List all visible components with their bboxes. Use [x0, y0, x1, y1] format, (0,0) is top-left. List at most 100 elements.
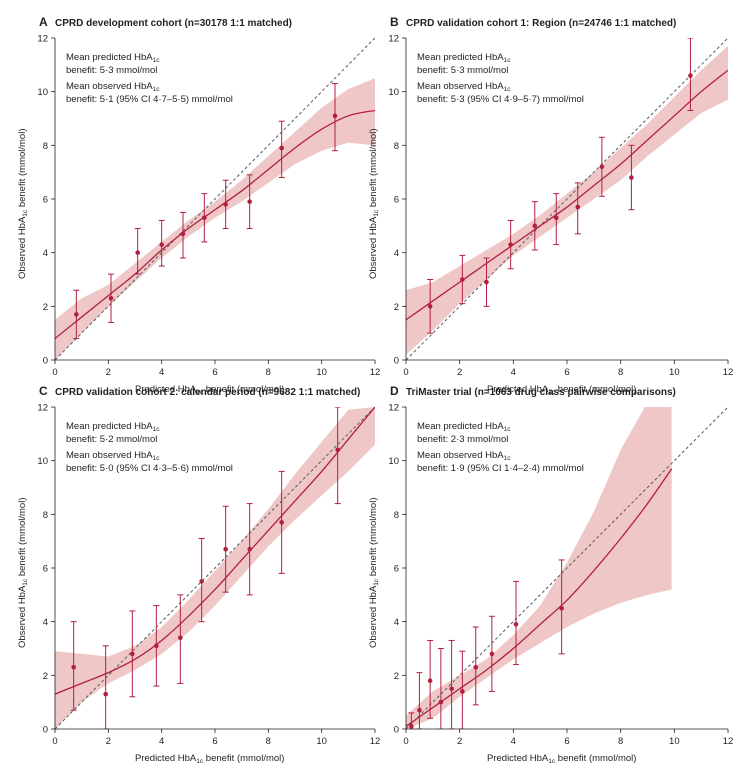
- data-point-group: [472, 626, 479, 706]
- plot-area: [55, 407, 375, 729]
- data-point-group: [483, 257, 490, 307]
- x-axis-label: Predicted HbA1c benefit (mmol/mol): [135, 384, 284, 396]
- y-tick-label: 8: [394, 141, 399, 152]
- data-point-group: [558, 559, 565, 655]
- confidence-band: [55, 78, 375, 360]
- y-tick-label: 4: [43, 617, 48, 628]
- reference-line: [406, 407, 728, 729]
- y-tick-label: 10: [388, 87, 399, 98]
- x-tick-label: 12: [723, 736, 734, 747]
- data-point: [247, 546, 252, 552]
- data-point-group: [108, 273, 114, 323]
- reference-line: [55, 407, 375, 729]
- data-point: [629, 175, 634, 180]
- y-tick-label: 0: [43, 725, 48, 736]
- x-tick-label: 4: [511, 367, 516, 378]
- confidence-band: [406, 46, 728, 355]
- reference-line: [55, 38, 375, 360]
- data-point-group: [222, 179, 229, 230]
- reference-line: [406, 38, 728, 360]
- y-axis-label: Observed HbA1c benefit (mmol/mol): [17, 498, 29, 649]
- panel-title: CPRD validation cohort 2: calendar perio…: [55, 387, 360, 398]
- annotation-observed-label: Mean observed HbA1c: [66, 81, 160, 93]
- confidence-band: [406, 407, 672, 729]
- x-tick-label: 8: [618, 736, 623, 747]
- annotation-predicted-label: Mean predicted HbA1c: [417, 52, 511, 64]
- y-tick-label: 10: [37, 456, 48, 467]
- y-axis-label: Observed HbA1c benefit (mmol/mol): [368, 498, 380, 649]
- data-point: [473, 664, 479, 670]
- y-tick-label: 12: [388, 403, 399, 414]
- data-point: [599, 164, 605, 170]
- data-point: [130, 651, 135, 657]
- data-point: [159, 242, 164, 247]
- data-point: [279, 145, 284, 151]
- data-point-group: [334, 407, 341, 505]
- x-tick-label: 6: [212, 736, 217, 747]
- data-point-group: [246, 174, 253, 230]
- data-point-group: [687, 38, 694, 111]
- x-tick-label: 12: [370, 736, 381, 747]
- data-point: [279, 520, 284, 525]
- data-point: [74, 312, 79, 317]
- data-point: [202, 215, 207, 221]
- data-point-group: [153, 605, 160, 687]
- annotation-observed-label: Mean observed HbA1c: [417, 450, 511, 462]
- annotation-predicted-value: benefit: 2·3 mmol/mol: [417, 434, 508, 445]
- data-point-group: [201, 193, 208, 243]
- y-tick-label: 10: [388, 456, 399, 467]
- data-point-group: [427, 639, 434, 719]
- y-tick-label: 8: [43, 510, 48, 521]
- annotation-observed-value: benefit: 5·0 (95% CI 4·3–5·6) mmol/mol: [66, 463, 233, 474]
- data-point: [688, 73, 693, 78]
- data-point-group: [416, 672, 423, 729]
- data-point: [438, 699, 444, 705]
- x-tick-label: 10: [669, 367, 680, 378]
- data-point-group: [459, 254, 466, 305]
- data-point: [427, 678, 433, 683]
- x-tick-label: 0: [403, 736, 408, 747]
- y-tick-label: 2: [394, 671, 399, 682]
- data-point-group: [507, 219, 514, 270]
- data-point: [135, 250, 140, 255]
- data-point: [409, 724, 414, 729]
- y-tick-label: 12: [388, 34, 399, 45]
- y-tick-label: 4: [394, 248, 399, 259]
- x-tick-label: 8: [618, 367, 623, 378]
- y-tick-label: 2: [43, 302, 48, 313]
- x-tick-label: 6: [564, 736, 569, 747]
- x-tick-label: 10: [316, 736, 327, 747]
- y-tick-label: 6: [43, 195, 48, 206]
- data-point: [559, 605, 564, 611]
- y-tick-label: 2: [394, 302, 399, 313]
- panel-letter: C: [39, 384, 48, 398]
- data-point: [460, 277, 465, 282]
- y-tick-label: 0: [43, 356, 48, 367]
- data-point: [575, 204, 581, 210]
- data-point: [553, 215, 559, 221]
- data-point-group: [102, 645, 109, 729]
- data-point-group: [129, 610, 136, 698]
- annotation-predicted-value: benefit: 5·3 mmol/mol: [417, 65, 508, 76]
- x-tick-label: 2: [106, 736, 111, 747]
- data-point-group: [427, 279, 434, 334]
- data-point: [513, 622, 519, 627]
- annotation-predicted-label: Mean predicted HbA1c: [417, 421, 511, 433]
- y-tick-label: 10: [37, 87, 48, 98]
- x-tick-label: 0: [52, 367, 57, 378]
- x-axis-label: Predicted HbA1c benefit (mmol/mol): [487, 384, 636, 396]
- panel-letter: D: [390, 384, 399, 398]
- y-tick-label: 12: [37, 403, 48, 414]
- x-tick-label: 8: [266, 736, 271, 747]
- calibration-curve: [55, 407, 375, 695]
- data-point: [460, 689, 465, 694]
- data-point-group: [408, 712, 415, 729]
- panel-title: CPRD development cohort (n=30178 1:1 mat…: [55, 18, 292, 29]
- data-point-group: [73, 289, 80, 340]
- x-tick-label: 2: [106, 367, 111, 378]
- data-point-group: [134, 228, 141, 275]
- y-tick-label: 0: [394, 725, 399, 736]
- annotation-predicted-label: Mean predicted HbA1c: [66, 52, 160, 64]
- data-point: [223, 202, 228, 207]
